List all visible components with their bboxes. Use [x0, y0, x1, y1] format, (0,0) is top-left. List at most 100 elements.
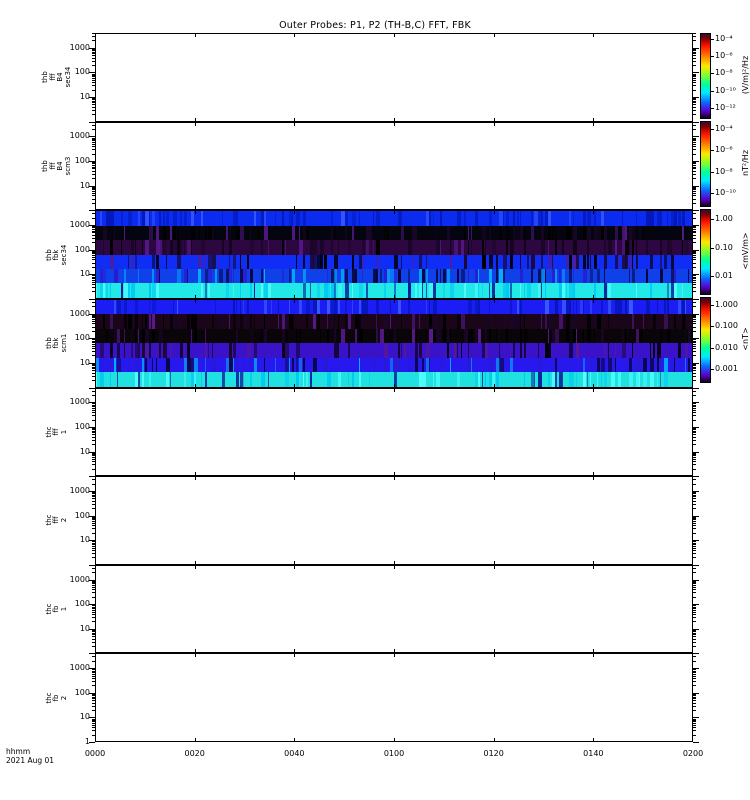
spectro-sample: [418, 314, 420, 330]
y-minor-tick: [92, 366, 95, 368]
y-minor-tick: [92, 407, 95, 409]
y-minor-tick: [92, 317, 95, 319]
y-minor-tick: [92, 596, 95, 598]
spectro-sample: [232, 314, 236, 330]
y-minor-tick: [92, 453, 95, 455]
spectro-sample: [295, 372, 300, 387]
spectro-sample: [166, 357, 171, 373]
y-minor-tick: [693, 581, 696, 583]
y-minor-tick: [693, 592, 696, 594]
spectro-sample: [600, 211, 605, 227]
y-minor-tick: [92, 138, 95, 140]
y-minor-tick: [693, 326, 696, 328]
x-tick-mark: [593, 649, 595, 654]
y-minor-tick: [693, 493, 696, 495]
spectro-sample: [337, 314, 339, 330]
y-minor-tick: [693, 677, 696, 679]
x-tick-mark: [294, 33, 296, 37]
spectro-sample: [653, 343, 656, 359]
y-minor-tick: [92, 198, 95, 200]
x-tick-mark: [95, 117, 96, 122]
x-tick-label: 0120: [483, 749, 504, 758]
y-minor-tick: [92, 605, 95, 607]
spectro-sample: [278, 299, 280, 315]
x-tick-mark: [692, 298, 693, 303]
spectro-sample: [288, 357, 290, 373]
y-minor-tick: [92, 195, 95, 197]
spectro-sample: [670, 254, 674, 270]
x-tick-mark: [593, 476, 595, 481]
spectro-sample: [653, 314, 657, 330]
x-tick-mark: [493, 383, 495, 388]
y-major-tick: [693, 653, 699, 655]
spectro-sample: [429, 299, 431, 315]
spectro-sample: [649, 211, 654, 227]
x-tick-mark: [394, 298, 395, 303]
y-major-tick: [693, 628, 699, 630]
spectro-sample: [667, 328, 671, 344]
y-minor-tick: [693, 545, 696, 547]
spectro-sample: [229, 314, 231, 330]
spectro-sample: [572, 254, 577, 270]
x-tick-mark: [493, 121, 495, 126]
y-minor-tick: [693, 237, 696, 239]
spectro-sample: [236, 211, 239, 227]
x-tick-mark: [194, 117, 196, 122]
spectro-sample: [544, 299, 549, 315]
y-minor-tick: [92, 284, 95, 286]
y-major-tick: [693, 692, 699, 694]
spectro-sample: [344, 328, 346, 344]
y-minor-tick: [92, 404, 95, 406]
spectro-sample: [250, 372, 253, 387]
y-minor-tick: [693, 419, 696, 421]
y-major-tick: [89, 490, 95, 492]
y-tick-label: 100: [74, 421, 90, 431]
spectro-sample: [418, 269, 422, 285]
x-tick-mark: [593, 33, 595, 37]
x-tick-mark: [593, 298, 595, 303]
x-tick-mark: [95, 564, 96, 569]
x-tick-label: 0200: [682, 749, 704, 758]
colorbar-unit-cb-bfield-amp: <nT>: [741, 327, 750, 351]
spectro-sample: [607, 357, 612, 373]
y-minor-tick: [693, 227, 696, 229]
y-minor-tick: [92, 281, 95, 283]
spectro-sample: [579, 299, 583, 315]
spectro-sample: [565, 314, 570, 330]
spectro-sample: [562, 299, 567, 315]
spectro-sample: [593, 314, 596, 330]
y-minor-tick: [693, 98, 696, 100]
spectro-sample: [604, 254, 608, 270]
spectro-sample: [344, 211, 348, 227]
spectro-sample: [358, 211, 360, 227]
colorbar-tick-label: 10⁻¹²: [715, 102, 736, 112]
spectro-sample: [152, 269, 155, 285]
y-minor-tick: [92, 722, 95, 724]
spectro-sample: [187, 240, 192, 256]
spectro-sample: [422, 372, 427, 387]
spectro-sample: [341, 211, 346, 227]
spectro-sample: [232, 254, 236, 270]
spectro-sample: [264, 283, 269, 298]
spectro-sample: [660, 240, 663, 256]
spectro-sample: [260, 269, 263, 285]
y-minor-tick: [693, 343, 696, 345]
y-minor-tick: [693, 432, 696, 434]
y-minor-tick: [92, 228, 95, 230]
spectro-sample: [124, 343, 126, 359]
y-minor-tick: [693, 186, 696, 188]
spectro-sample: [194, 225, 196, 241]
spectro-sample: [232, 343, 236, 359]
spectro-sample: [232, 269, 234, 285]
y-minor-tick: [92, 77, 95, 79]
y-minor-tick: [693, 259, 696, 261]
spectro-sample: [260, 328, 262, 344]
spectro-sample: [110, 314, 113, 330]
spectro-sample: [523, 328, 528, 344]
y-minor-tick: [92, 609, 95, 611]
y-minor-tick: [92, 60, 95, 62]
spectro-sample: [401, 225, 405, 241]
spectro-sample: [621, 328, 624, 344]
spectro-sample: [600, 328, 604, 344]
y-minor-tick: [693, 483, 696, 485]
